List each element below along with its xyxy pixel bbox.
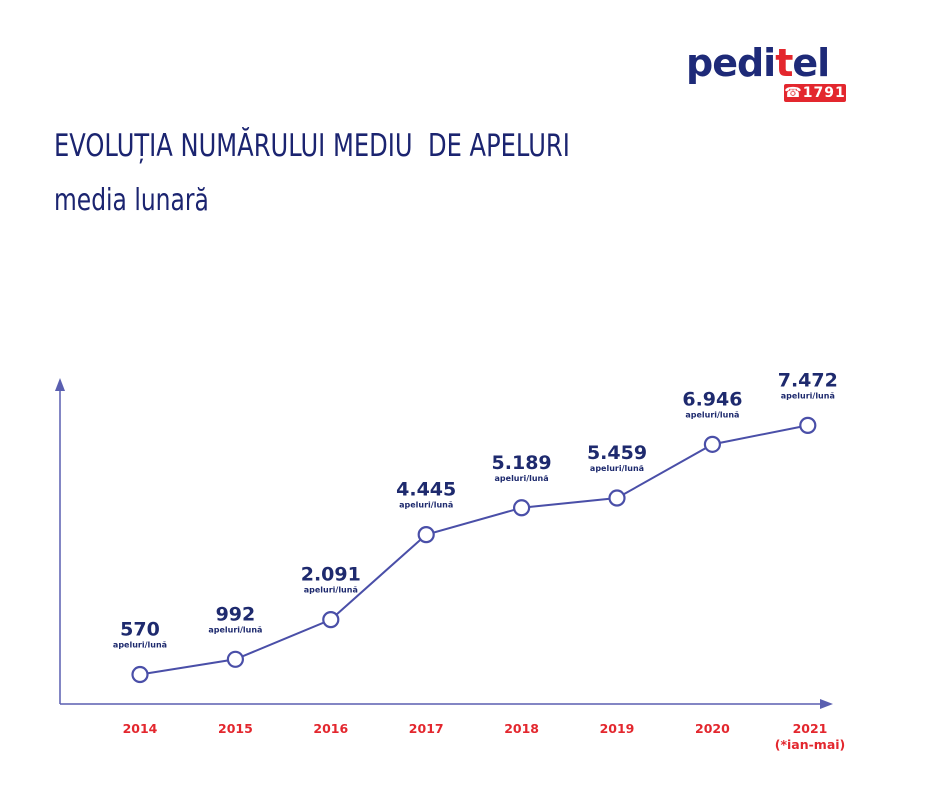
data-point-2018 bbox=[512, 499, 531, 517]
chart-ticks: 2014 2015 2016 2017 2018 2019 2020 2021(*ian-ma… bbox=[123, 721, 846, 752]
data-point-2016 bbox=[322, 611, 340, 629]
unit-label-2014: apeluri/lună bbox=[113, 641, 167, 650]
peditel-logo: peditel ☎1791 bbox=[686, 40, 856, 110]
chart-labels: 570apeluri/lună992apeluri/lună2.091apelu… bbox=[113, 369, 838, 649]
logo-wordmark-tail: el bbox=[792, 41, 830, 85]
value-label-2016: 2.091 bbox=[301, 564, 361, 586]
chart-subtitle: media lunară bbox=[54, 183, 209, 218]
x-tick-2019: 2019 bbox=[600, 721, 635, 736]
x-axis-arrow bbox=[820, 699, 833, 709]
chart-title: EVOLUȚIA NUMĂRULUI MEDIU DE APELURI bbox=[54, 128, 570, 164]
value-label-2019: 5.459 bbox=[587, 442, 647, 464]
data-point-2017 bbox=[417, 526, 435, 544]
logo-wordmark: peditel bbox=[686, 40, 830, 86]
y-axis-arrow bbox=[55, 378, 65, 391]
chart-axes bbox=[55, 378, 833, 709]
data-point-2019 bbox=[608, 489, 626, 507]
x-tick-2015: 2015 bbox=[218, 721, 253, 736]
unit-label-2019: apeluri/lună bbox=[590, 464, 644, 473]
x-tick-2018: 2018 bbox=[504, 721, 539, 736]
unit-label-2017: apeluri/lună bbox=[399, 501, 453, 510]
x-tick-2014: 2014 bbox=[123, 721, 158, 736]
logo-wordmark-accent: t bbox=[775, 41, 793, 85]
x-tick-note-2021: (*ian-mai) bbox=[775, 737, 846, 752]
logo-phone-badge: ☎1791 bbox=[784, 84, 846, 102]
x-tick-2016: 2016 bbox=[313, 721, 348, 736]
data-point-2020 bbox=[703, 435, 722, 453]
x-tick-2021: 2021 bbox=[793, 721, 828, 736]
value-label-2015: 992 bbox=[216, 603, 256, 625]
data-point-2021 bbox=[799, 416, 817, 434]
x-tick-2020: 2020 bbox=[695, 721, 730, 736]
data-point-2015 bbox=[226, 650, 244, 668]
unit-label-2015: apeluri/lună bbox=[208, 625, 262, 634]
chart-series bbox=[131, 416, 817, 684]
unit-label-2020: apeluri/lună bbox=[685, 410, 739, 419]
value-label-2018: 5.189 bbox=[492, 452, 552, 474]
value-label-2021: 7.472 bbox=[778, 369, 838, 391]
logo-wordmark-part: pedi bbox=[686, 41, 776, 85]
x-tick-2017: 2017 bbox=[409, 721, 444, 736]
value-label-2014: 570 bbox=[120, 619, 160, 641]
series-line bbox=[139, 424, 808, 676]
unit-label-2021: apeluri/lună bbox=[781, 391, 835, 400]
unit-label-2016: apeluri/lună bbox=[304, 586, 358, 595]
data-point-2014 bbox=[131, 665, 149, 684]
value-label-2020: 6.946 bbox=[682, 388, 742, 410]
value-label-2017: 4.445 bbox=[396, 479, 456, 501]
unit-label-2018: apeluri/lună bbox=[495, 474, 549, 483]
